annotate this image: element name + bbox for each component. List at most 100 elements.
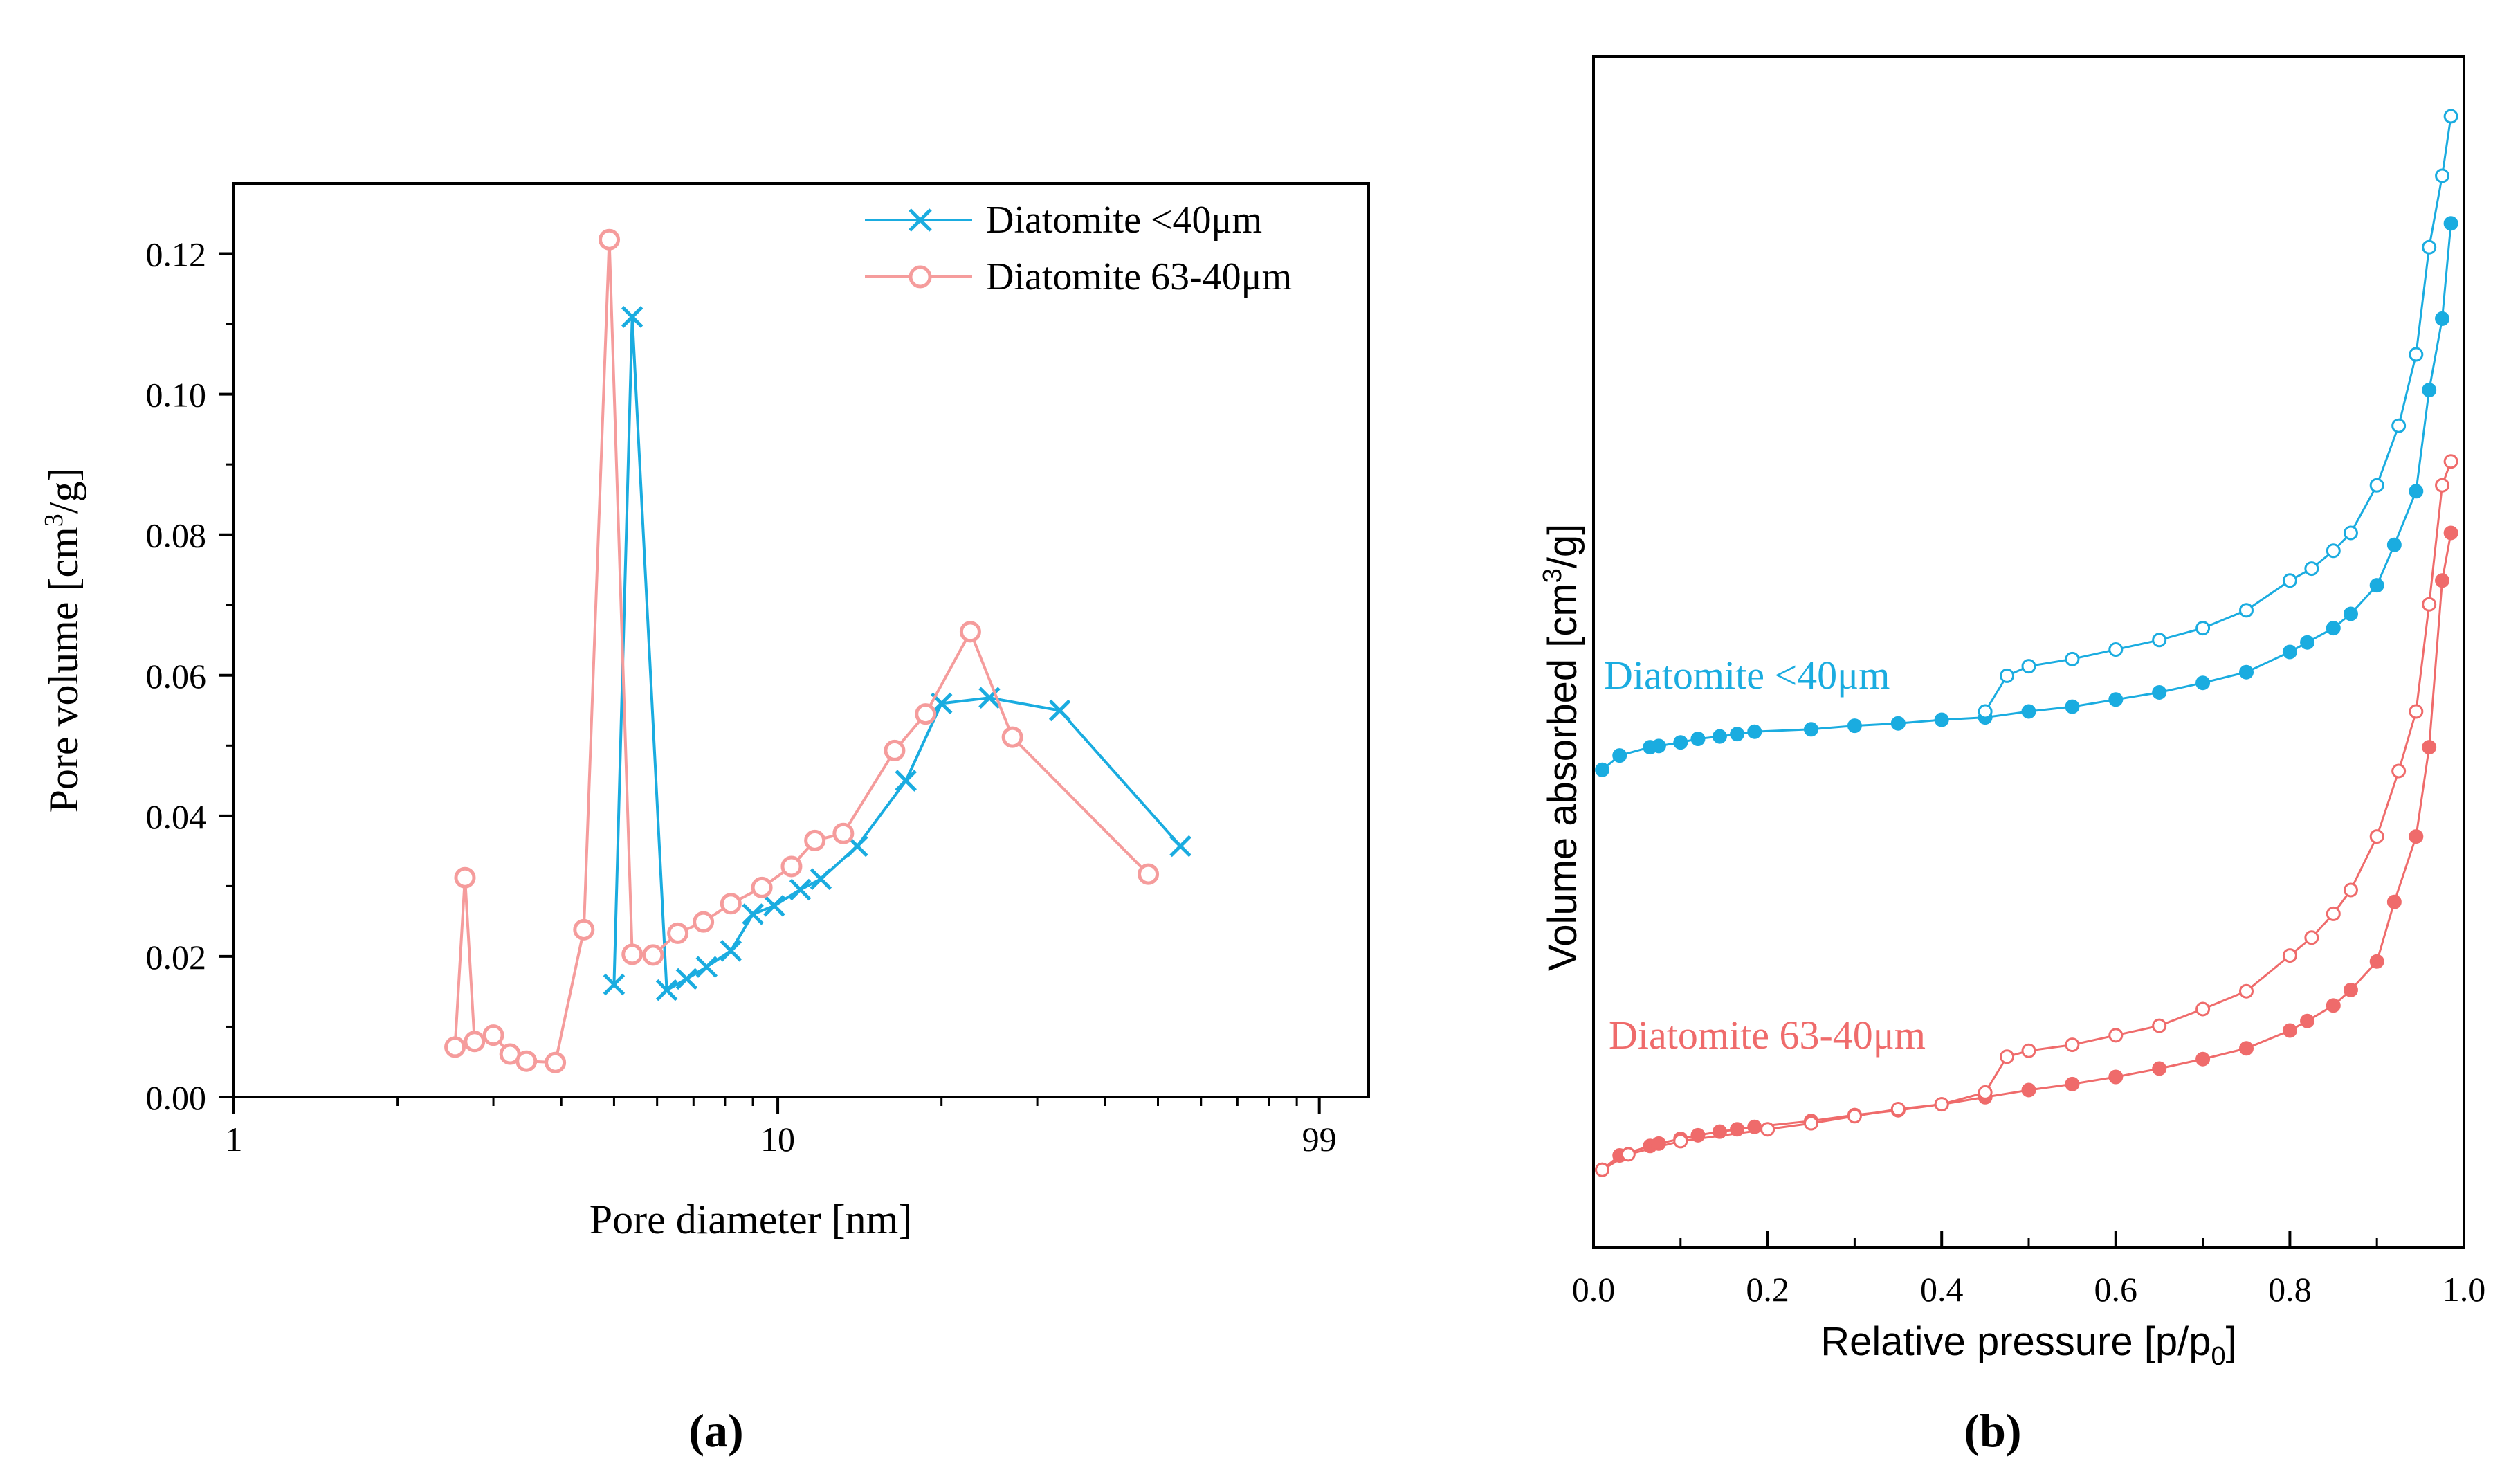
data-point-circle-marker <box>621 943 643 965</box>
panel-b-label: (b) <box>1964 1404 2021 1457</box>
desorption-point <box>2391 418 2407 433</box>
desorption-point <box>2326 543 2341 559</box>
data-point-x-marker <box>720 940 742 962</box>
panel-b-chart: 0.0 0.2 0.4 0.6 0.8 1.0 Diatomite <40μm Diato… <box>1538 55 2486 1457</box>
adsorption-point <box>2435 311 2450 326</box>
adsorption-point <box>2386 537 2402 552</box>
adsorption-point <box>2343 982 2358 997</box>
adsorption-point <box>1804 722 1818 737</box>
desorption-point <box>2152 1018 2167 1033</box>
desorption-point <box>1595 1162 1610 1177</box>
panel-a-label: (a) <box>688 1404 743 1457</box>
panel-b-frame <box>1592 55 2465 1249</box>
y-tick-label: 0.00 <box>146 1078 207 1117</box>
adsorption-point <box>1890 716 1906 731</box>
data-point-circle-marker <box>915 703 937 725</box>
adsorption-point <box>2369 578 2384 593</box>
data-point-x-marker <box>742 903 764 925</box>
data-point-circle-marker <box>444 1036 466 1058</box>
adsorption-point <box>2195 1051 2211 1067</box>
annotation-red: Diatomite 63-40μm <box>1609 1013 1926 1058</box>
desorption-point <box>2369 829 2384 844</box>
desorption-point <box>2195 1001 2211 1017</box>
y-tick-label: 0.04 <box>146 797 207 836</box>
x-tick-label: 0.4 <box>1920 1270 1964 1309</box>
desorption-point <box>2065 651 2080 666</box>
panel-b-ylabel: Volume absorbed [cm3/g] <box>1538 524 1585 972</box>
data-point-circle-marker <box>751 876 773 898</box>
adsorption-point <box>2065 1076 2080 1091</box>
adsorption-point <box>2422 740 2437 755</box>
data-point-x-marker <box>1169 835 1191 858</box>
adsorption-point <box>2300 635 2315 650</box>
adsorption-point <box>1747 724 1762 739</box>
adsorption-point <box>1651 738 1666 754</box>
adsorption-point <box>2152 684 2167 700</box>
adsorption-point <box>1847 718 1862 734</box>
adsorption-point <box>1612 748 1627 763</box>
desorption-point <box>2343 882 2358 898</box>
adsorption-point <box>2108 692 2124 707</box>
x-tick-label: 1.0 <box>2443 1270 2486 1309</box>
x-tick-label: 0.0 <box>1572 1270 1616 1309</box>
desorption-point <box>1760 1122 1775 1137</box>
desorption-point <box>1620 1147 1636 1162</box>
adsorption-point <box>2409 484 2424 499</box>
y-tick-label: 0.10 <box>146 376 207 415</box>
data-point-circle-marker <box>780 855 803 878</box>
x-tick-label: 0.6 <box>2094 1270 2138 1309</box>
isotherm-line-1 <box>1984 116 2452 712</box>
y-tick-label: 0.06 <box>146 657 207 696</box>
data-point-circle-marker <box>667 922 689 944</box>
data-point-circle-marker <box>1001 726 1023 748</box>
desorption-point <box>2343 525 2358 541</box>
desorption-point <box>2239 983 2254 999</box>
adsorption-point <box>2152 1061 2167 1076</box>
x-tick-label: 1 <box>226 1120 243 1159</box>
desorption-point <box>1804 1116 1818 1131</box>
legend-circle-marker <box>909 265 932 289</box>
panel-b-ticks: 0.0 0.2 0.4 0.6 0.8 1.0 <box>1572 1231 2486 1309</box>
desorption-point <box>2108 642 2124 657</box>
data-point-circle-marker <box>515 1050 538 1072</box>
desorption-point <box>2435 478 2450 493</box>
adsorption-point <box>2282 1023 2297 1038</box>
data-point-x-marker <box>978 687 1001 709</box>
y-tick-label: 0.02 <box>146 938 207 977</box>
desorption-point <box>1673 1134 1688 1149</box>
desorption-point <box>2195 621 2211 636</box>
data-point-x-marker <box>789 878 812 901</box>
series-line-pink <box>453 239 1149 1064</box>
adsorption-point <box>2300 1013 2315 1028</box>
panel-a-ticks: 0.00 0.02 0.04 0.06 0.08 0.10 0.12 1 10 99 <box>146 235 1337 1159</box>
desorption-point <box>2443 454 2458 469</box>
y-tick-label: 0.12 <box>146 235 207 274</box>
isotherm-line-2 <box>1601 532 2452 1171</box>
desorption-point <box>1934 1097 1949 1112</box>
panel-b-series <box>1595 109 2458 1177</box>
data-point-circle-marker <box>599 228 621 251</box>
desorption-point <box>2000 1049 2015 1064</box>
adsorption-point <box>2195 675 2211 691</box>
adsorption-point <box>1934 712 1949 727</box>
desorption-point <box>2239 603 2254 618</box>
data-point-x-marker <box>603 973 626 996</box>
data-point-circle-marker <box>720 893 742 915</box>
desorption-point <box>2282 573 2297 588</box>
adsorption-point <box>2369 954 2384 969</box>
data-point-x-marker <box>621 306 643 328</box>
series-line-blue <box>612 316 1182 992</box>
x-tick-label: 10 <box>760 1120 795 1159</box>
adsorption-point <box>2282 644 2297 660</box>
adsorption-point <box>2343 606 2358 621</box>
desorption-point <box>2282 948 2297 963</box>
data-point-circle-marker <box>454 866 476 889</box>
data-point-circle-marker <box>573 918 595 941</box>
adsorption-point <box>2326 998 2341 1013</box>
desorption-point <box>2326 906 2341 921</box>
desorption-point <box>2108 1028 2124 1043</box>
data-point-circle-marker <box>959 621 981 643</box>
desorption-point <box>2422 597 2437 612</box>
adsorption-point <box>2065 699 2080 714</box>
